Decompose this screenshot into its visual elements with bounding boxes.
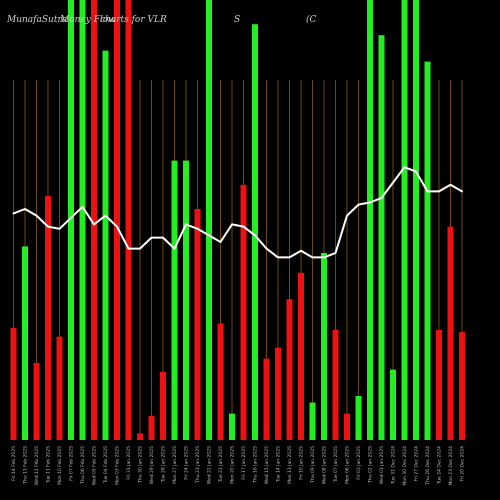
money-flow-bar	[217, 323, 224, 440]
date-tick-label: Fri 10 Jan 2025	[299, 446, 305, 480]
date-tick-label: Tue 31 Dec 2024	[391, 446, 397, 485]
money-flow-bar	[56, 336, 63, 440]
date-tick-label: Thu 13 Feb 2025	[23, 446, 29, 485]
date-tick-label: Tue 14 Jan 2025	[276, 446, 282, 483]
date-tick-label: Fri 24 Jan 2025	[184, 446, 190, 480]
money-flow-bar	[240, 184, 247, 440]
money-flow-bar	[332, 330, 339, 440]
money-flow-bar	[459, 332, 465, 440]
money-flow-bar	[401, 0, 408, 440]
money-flow-bar	[33, 363, 40, 440]
money-flow-bar	[275, 347, 281, 440]
money-flow-bar	[91, 0, 97, 440]
money-flow-bar	[194, 209, 201, 440]
money-flow-bar	[148, 415, 155, 440]
date-tick-label: Thu 02 Jan 2025	[368, 446, 374, 484]
date-tick-label: Wed 29 Jan 2025	[149, 446, 155, 484]
date-tick-label: Thu 16 Jan 2025	[253, 446, 259, 484]
money-flow-bar	[378, 35, 385, 440]
date-tick-label: Wed 05 Feb 2025	[92, 446, 98, 485]
date-tick-label: Tue 11 Feb 2025	[46, 446, 52, 484]
money-flow-line-layer	[12, 166, 463, 259]
money-flow-bar	[160, 371, 166, 440]
money-flow-bar	[252, 24, 258, 440]
date-tick-label: Tue 24 Dec 2024	[437, 446, 443, 485]
money-flow-line	[12, 166, 463, 259]
date-tick-label: Tue 21 Jan 2025	[218, 446, 224, 483]
money-flow-bar	[137, 433, 143, 440]
money-flow-bar	[183, 160, 189, 440]
date-tick-label: Fri 03 Jan 2025	[356, 446, 362, 480]
date-tick-label: Fri 17 Jan 2025	[241, 446, 247, 480]
money-flow-bar	[102, 50, 109, 440]
money-flow-bar	[206, 0, 212, 440]
date-tick-label: Wed 15 Jan 2025	[264, 446, 270, 484]
header-site: MunafaSutra	[6, 15, 67, 25]
money-flow-bar	[125, 0, 132, 440]
date-tick-label: Thu 30 Jan 2025	[138, 446, 144, 484]
date-tick-label: Fri 27 Dec 2024	[414, 446, 420, 482]
date-tick-label: Mon 20 Jan 2025	[230, 446, 236, 484]
money-flow-bar	[424, 61, 431, 440]
date-tick-label: Thu 23 Jan 2025	[195, 446, 201, 484]
money-flow-bar	[10, 327, 17, 440]
header-segment-s: S	[234, 15, 240, 25]
money-flow-bar	[413, 0, 419, 440]
money-flow-bar	[45, 195, 51, 440]
money-flow-bar	[390, 369, 396, 440]
header-segment-c: (C	[306, 14, 317, 25]
date-tick-label: Wed 08 Jan 2025	[322, 446, 328, 484]
date-tick-label: Fri 07 Feb 2025	[69, 446, 75, 481]
date-tick-label: Wed 01 Jan 2025	[379, 446, 385, 484]
money-flow-bar	[114, 0, 120, 440]
date-tick-label: Fri 31 Jan 2025	[126, 446, 132, 480]
date-tick-label: Mon 27 Jan 2025	[172, 446, 178, 484]
money-flow-bar	[79, 0, 86, 440]
money-flow-bar	[286, 299, 293, 440]
date-tick-label: Mon 13 Jan 2025	[287, 446, 293, 484]
money-flow-bar	[229, 413, 235, 440]
money-flow-bar	[263, 358, 270, 440]
header-charts-for: charts for VLR	[100, 15, 167, 25]
chart-header: MunafaSutra Money Flow charts for VLR S …	[6, 14, 317, 25]
date-tick-label: Tue 28 Jan 2025	[161, 446, 167, 483]
date-tick-label: Thu 06 Feb 2025	[80, 446, 86, 485]
money-flow-bar	[22, 246, 28, 440]
money-flow-bar	[171, 160, 178, 440]
money-flow-bar	[355, 396, 362, 440]
money-flow-bar	[344, 413, 350, 440]
money-flow-bar	[367, 0, 373, 440]
date-tick-label: Thu 09 Jan 2025	[310, 446, 316, 484]
header-chart-label: Money Flow	[59, 15, 116, 25]
money-flow-bar	[447, 226, 454, 440]
money-flow-bar	[68, 0, 74, 440]
date-tick-label: Thu 26 Dec 2024	[425, 446, 431, 486]
date-tick-label: Tue 07 Jan 2025	[333, 446, 339, 483]
date-tick-label: Fri 14 Feb 2025	[11, 446, 17, 481]
date-tick-label: Mon 30 Dec 2024	[402, 446, 408, 486]
money-flow-bar	[436, 330, 442, 440]
date-tick-label: Wed 22 Jan 2025	[207, 446, 213, 484]
date-tick-label: Mon 10 Feb 2025	[57, 446, 63, 485]
money-flow-bars	[10, 0, 465, 440]
date-tick-label: Mon 23 Dec 2024	[448, 446, 454, 486]
money-flow-bar	[321, 253, 327, 440]
date-tick-label: Fri 20 Dec 2024	[460, 446, 466, 482]
money-flow-bar	[298, 272, 304, 440]
date-tick-labels: Fri 14 Feb 2025 Thu 13 Feb 2025 Wed 12 Feb…	[11, 446, 466, 486]
date-tick-label: Mon 06 Jan 2025	[345, 446, 351, 484]
date-tick-label: Tue 04 Feb 2025	[103, 446, 109, 484]
date-tick-label: Mon 03 Feb 2025	[115, 446, 121, 485]
money-flow-bar	[309, 402, 316, 440]
date-tick-label: Wed 12 Feb 2025	[34, 446, 40, 485]
